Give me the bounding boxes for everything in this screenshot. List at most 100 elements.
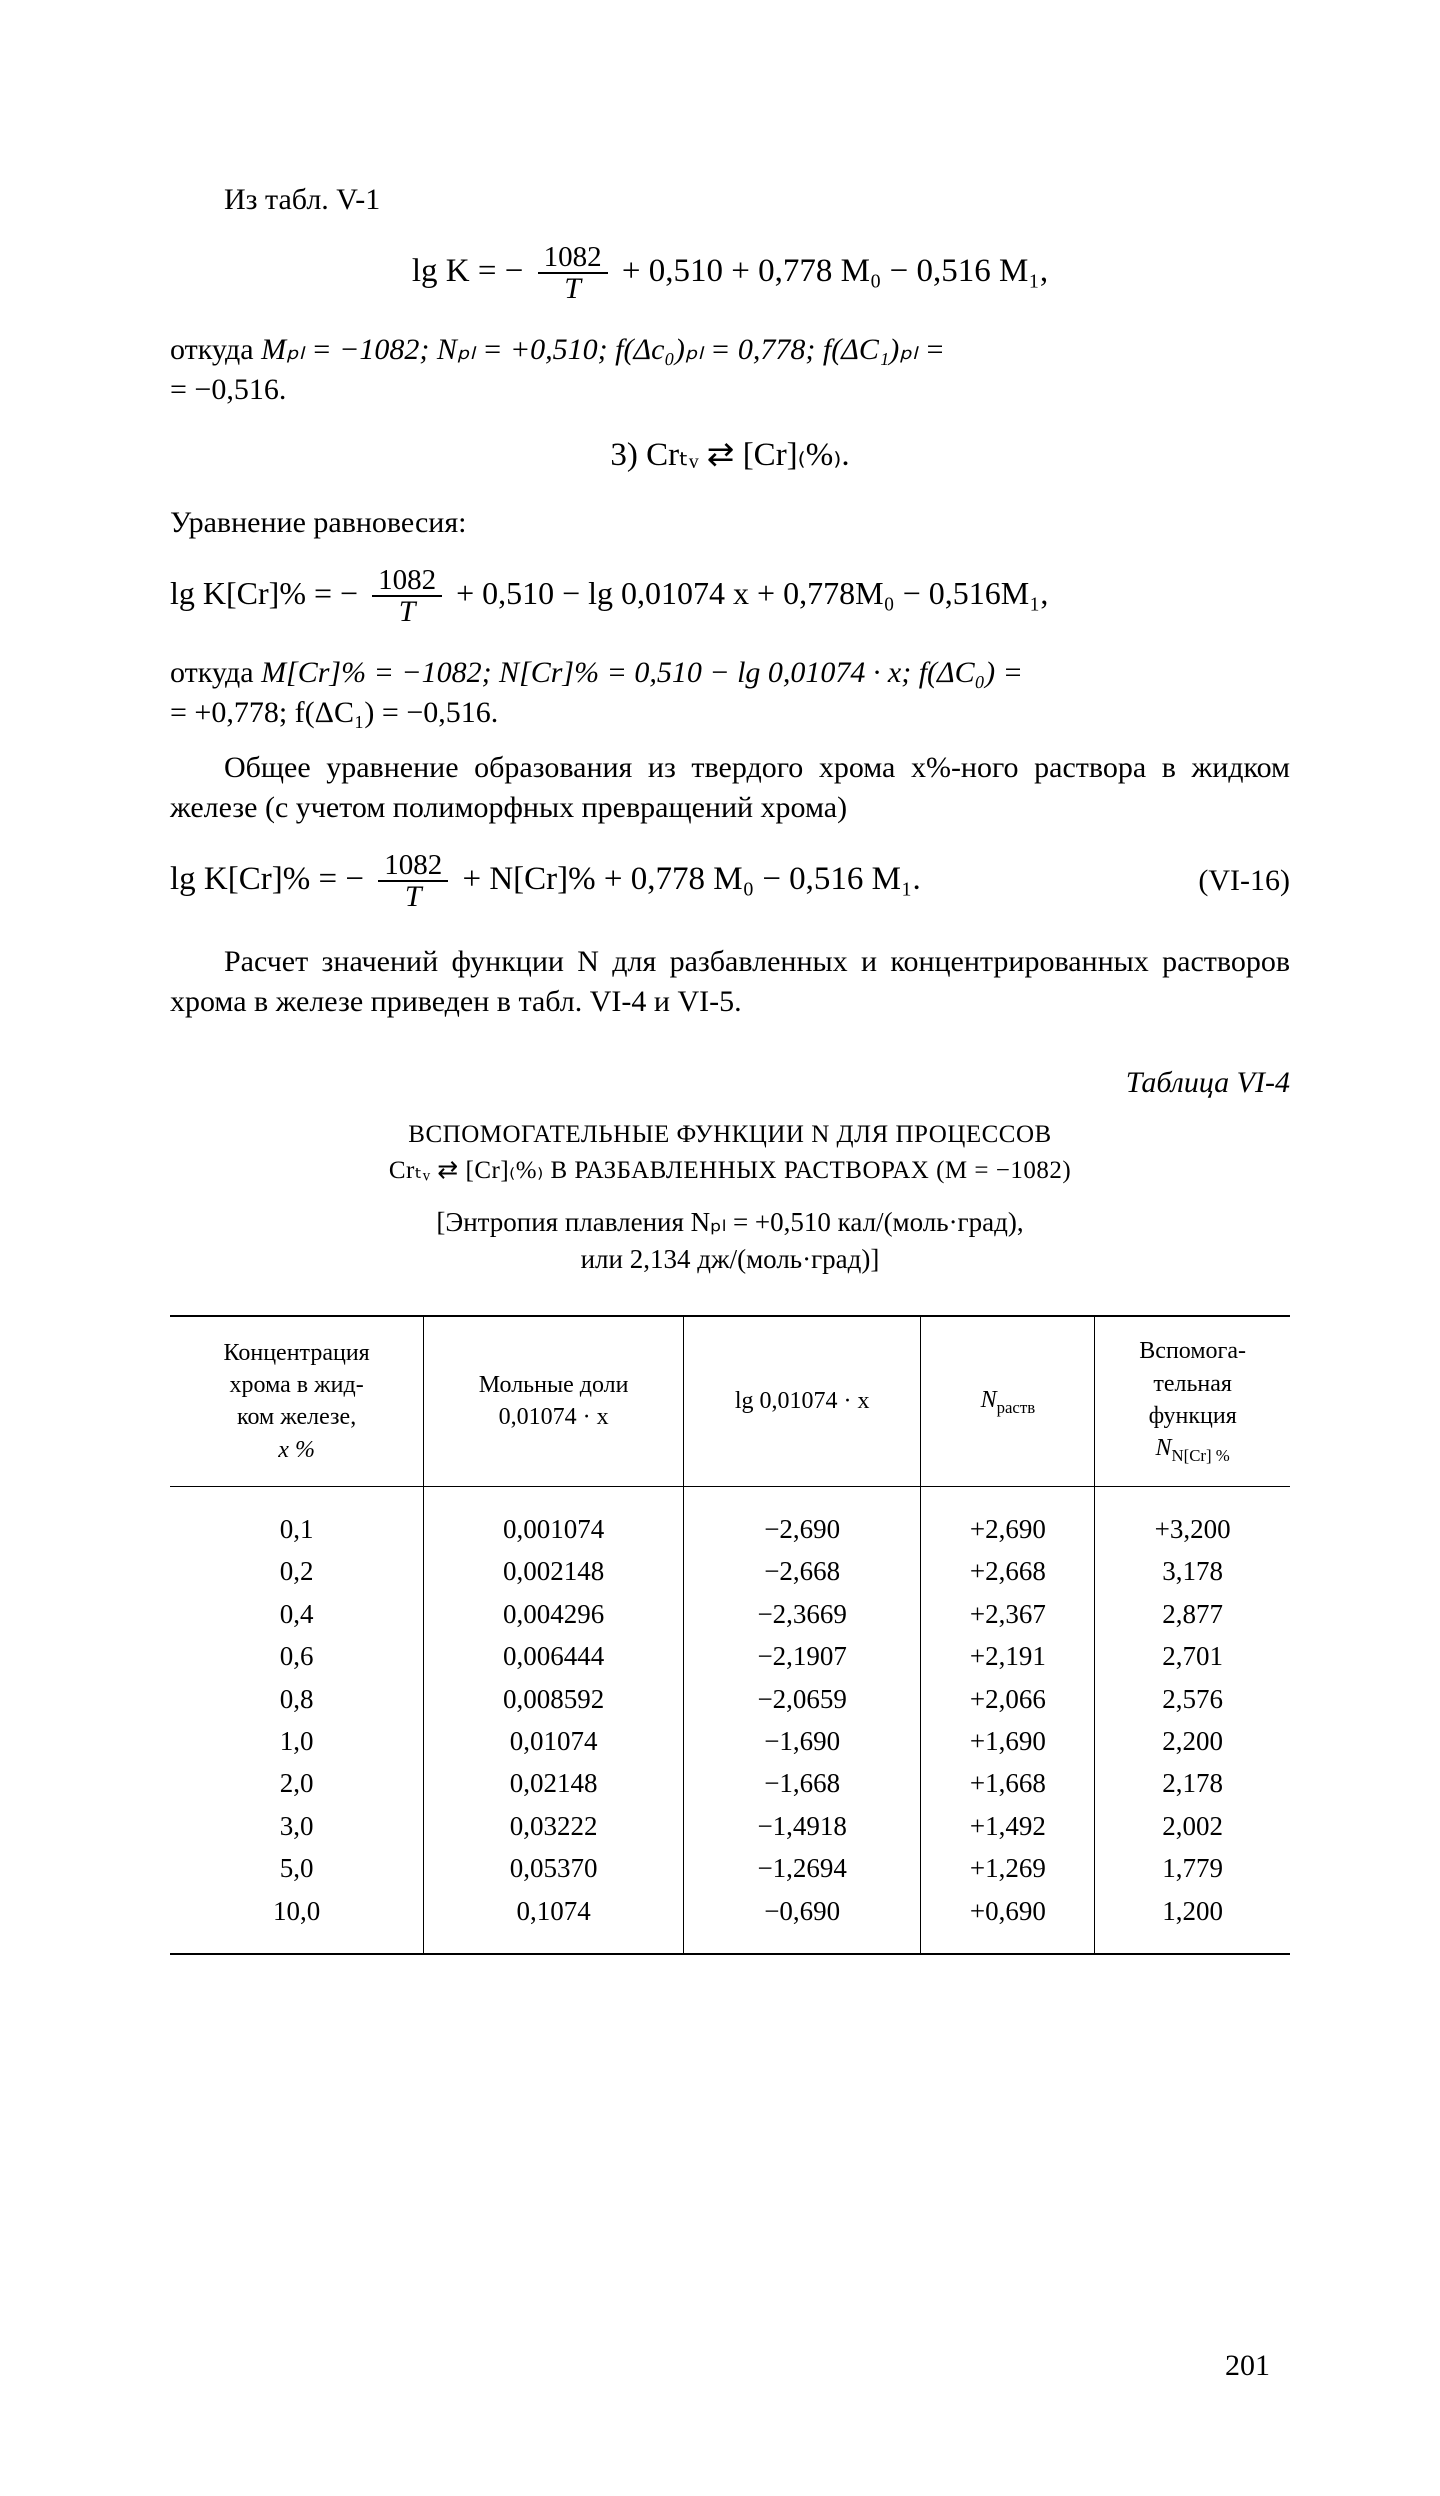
table-row: 0,60,006444−2,1907+2,1912,701 [170, 1635, 1290, 1677]
cell: 0,002148 [424, 1550, 684, 1592]
cell: 10,0 [170, 1890, 424, 1954]
col-header-lg: lg 0,01074 · x [683, 1316, 920, 1486]
eq2-body: Crₜᵥ ⇄ [Cr]₍%₎. [646, 437, 850, 473]
data-table: Концентрация хрома в жид- ком железе, x … [170, 1315, 1290, 1955]
derivation-prefix: откуда [170, 333, 261, 366]
eq1-lhs: lg K = − [412, 253, 523, 289]
table-subtitle-line2: или 2,134 дж/(моль·град)] [581, 1244, 880, 1274]
table-number-label: Таблица VI-4 [170, 1063, 1290, 1104]
cell: +2,367 [921, 1593, 1095, 1635]
cell: 2,701 [1095, 1635, 1290, 1677]
deriv2-body: M[Cr]% = −1082; N[Cr]% = 0,510 − lg 0,01… [261, 656, 1023, 689]
table-row: 0,80,008592−2,0659+2,0662,576 [170, 1678, 1290, 1720]
col2-l2: 0,01074 · x [499, 1404, 609, 1430]
cell: +2,690 [921, 1486, 1095, 1550]
cell: 0,001074 [424, 1486, 684, 1550]
table-title-line2: Crₜᵥ ⇄ [Cr]₍%₎ В РАЗБАВЛЕННЫХ РАСТВОРАХ … [389, 1157, 1071, 1184]
table-subtitle-line1: [Энтропия плавления Nₚₗ = +0,510 кал/(мо… [436, 1207, 1023, 1237]
derivation-body: Mₚₗ = −1082; Nₚₗ = +0,510; f(Δc₀)ₚₗ = 0,… [261, 333, 945, 366]
cell: +3,200 [1095, 1486, 1290, 1550]
col2-l1: Мольные доли [479, 1372, 629, 1398]
cell: 5,0 [170, 1847, 424, 1889]
col1-l3: ком железе, [237, 1404, 356, 1430]
cell: 0,6 [170, 1635, 424, 1677]
deriv2-cont: = +0,778; f(ΔC₁) = −0,516. [170, 696, 498, 729]
col-header-n-rastv: NNраствраств [921, 1316, 1095, 1486]
table-row: 10,00,1074−0,690+0,6901,200 [170, 1890, 1290, 1954]
eq4-lhs: lg K[Cr]% = − [170, 861, 364, 897]
cell: 0,006444 [424, 1635, 684, 1677]
table-title-line1: ВСПОМОГАТЕЛЬНЫЕ ФУНКЦИИ N ДЛЯ ПРОЦЕССОВ [408, 1121, 1051, 1148]
eq2-label: 3) [610, 437, 646, 473]
cell: −2,668 [683, 1550, 920, 1592]
col-header-mole-fraction: Мольные доли 0,01074 · x [424, 1316, 684, 1486]
cell: 0,004296 [424, 1593, 684, 1635]
cell: −2,3669 [683, 1593, 920, 1635]
table-body: 0,10,001074−2,690+2,690+3,200 0,20,00214… [170, 1486, 1290, 1954]
table-row: 0,40,004296−2,3669+2,3672,877 [170, 1593, 1290, 1635]
cell: 0,8 [170, 1678, 424, 1720]
col1-l4: x % [278, 1437, 315, 1463]
page: Из табл. V-1 lg K = − 1082 T + 0,510 + 0… [0, 0, 1440, 2496]
equation-2: 3) Crₜᵥ ⇄ [Cr]₍%₎. [170, 433, 1290, 478]
equation-3: lg K[Cr]% = − 1082 T + 0,510 − lg 0,0107… [170, 566, 1290, 627]
table-header-row: Концентрация хрома в жид- ком железе, x … [170, 1316, 1290, 1486]
table-row: 1,00,01074−1,690+1,6902,200 [170, 1720, 1290, 1762]
eq4-fraction: 1082 T [378, 851, 448, 912]
cell: −1,668 [683, 1762, 920, 1804]
cell: −1,4918 [683, 1805, 920, 1847]
equilibrium-heading: Уравнение равновесия: [170, 503, 1290, 544]
eq1-rhs: + 0,510 + 0,778 M₀ − 0,516 M₁, [622, 253, 1048, 289]
cell: +2,668 [921, 1550, 1095, 1592]
cell: 0,1 [170, 1486, 424, 1550]
cell: 0,2 [170, 1550, 424, 1592]
table-row: 2,00,02148−1,668+1,6682,178 [170, 1762, 1290, 1804]
table-row: 3,00,03222−1,4918+1,4922,002 [170, 1805, 1290, 1847]
eq1-frac-den: T [538, 274, 608, 304]
page-number: 201 [1225, 2346, 1270, 2387]
cell: 0,1074 [424, 1890, 684, 1954]
col5-l4: N[Cr] % [1172, 1446, 1230, 1465]
col-header-concentration: Концентрация хрома в жид- ком железе, x … [170, 1316, 424, 1486]
equation-4-row: lg K[Cr]% = − 1082 T + N[Cr]% + 0,778 M₀… [170, 851, 1290, 912]
table-row: 0,20,002148−2,668+2,6683,178 [170, 1550, 1290, 1592]
eq4-rhs: + N[Cr]% + 0,778 M₀ − 0,516 M₁. [462, 861, 920, 897]
deriv2-prefix: откуда [170, 656, 261, 689]
cell: 0,03222 [424, 1805, 684, 1847]
cell: +1,492 [921, 1805, 1095, 1847]
eq3-lhs: lg K[Cr]% = − [170, 574, 358, 610]
eq3-rhs: + 0,510 − lg 0,01074 x + 0,778M₀ − 0,516… [456, 574, 1048, 610]
derivation-line-2: откуда M[Cr]% = −1082; N[Cr]% = 0,510 − … [170, 653, 1290, 734]
general-equation-para: Общее уравнение образования из твердого … [170, 748, 1290, 829]
equation-4: lg K[Cr]% = − 1082 T + N[Cr]% + 0,778 M₀… [170, 851, 1290, 912]
cell: 0,01074 [424, 1720, 684, 1762]
cell: 0,4 [170, 1593, 424, 1635]
eq3-frac-den: T [372, 597, 442, 627]
derivation-cont: = −0,516. [170, 373, 286, 406]
col5-l1: Вспомога- [1139, 1338, 1246, 1364]
table-subtitle: [Энтропия плавления Nₚₗ = +0,510 кал/(мо… [170, 1204, 1290, 1280]
col-header-aux-function: Вспомога- тельная функция NN[Cr] % [1095, 1316, 1290, 1486]
derivation-line-1: откуда Mₚₗ = −1082; Nₚₗ = +0,510; f(Δc₀)… [170, 330, 1290, 411]
table-row: 0,10,001074−2,690+2,690+3,200 [170, 1486, 1290, 1550]
cell: +2,066 [921, 1678, 1095, 1720]
cell: −1,2694 [683, 1847, 920, 1889]
cell: 0,02148 [424, 1762, 684, 1804]
table-title: ВСПОМОГАТЕЛЬНЫЕ ФУНКЦИИ N ДЛЯ ПРОЦЕССОВ … [170, 1117, 1290, 1190]
cell: −0,690 [683, 1890, 920, 1954]
col1-l2: хрома в жид- [230, 1372, 364, 1398]
cell: +2,191 [921, 1635, 1095, 1677]
cell: 2,0 [170, 1762, 424, 1804]
col5-l2: тельная [1153, 1371, 1232, 1397]
eq1-frac-num: 1082 [538, 243, 608, 274]
cell: +0,690 [921, 1890, 1095, 1954]
cell: 1,0 [170, 1720, 424, 1762]
cell: 2,576 [1095, 1678, 1290, 1720]
col5-l3: функция [1149, 1403, 1237, 1429]
cell: 0,008592 [424, 1678, 684, 1720]
cell: 0,05370 [424, 1847, 684, 1889]
cell: 1,200 [1095, 1890, 1290, 1954]
cell: 2,178 [1095, 1762, 1290, 1804]
eq4-frac-num: 1082 [378, 851, 448, 882]
col1-l1: Концентрация [224, 1340, 370, 1366]
